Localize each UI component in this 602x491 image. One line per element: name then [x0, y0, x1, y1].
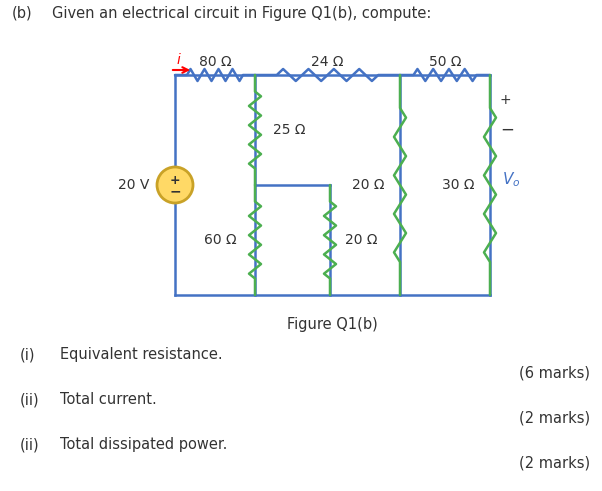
- Text: 20 V: 20 V: [117, 178, 149, 192]
- Text: (ii): (ii): [20, 392, 40, 408]
- Text: 30 Ω: 30 Ω: [442, 178, 475, 192]
- Text: 24 Ω: 24 Ω: [311, 55, 344, 69]
- Text: −: −: [169, 184, 181, 198]
- Text: Given an electrical circuit in Figure Q1(b), compute:: Given an electrical circuit in Figure Q1…: [52, 5, 432, 21]
- Text: (2 marks): (2 marks): [519, 456, 590, 470]
- Text: Figure Q1(b): Figure Q1(b): [287, 318, 378, 332]
- Text: −: −: [500, 121, 514, 139]
- Text: 80 Ω: 80 Ω: [199, 55, 231, 69]
- Text: Equivalent resistance.: Equivalent resistance.: [60, 348, 223, 362]
- Text: (i): (i): [20, 348, 36, 362]
- Circle shape: [157, 167, 193, 203]
- Text: i: i: [176, 53, 180, 67]
- Text: 60 Ω: 60 Ω: [204, 233, 237, 247]
- Text: (b): (b): [12, 5, 33, 21]
- Text: (6 marks): (6 marks): [519, 365, 590, 381]
- Text: Total dissipated power.: Total dissipated power.: [60, 437, 228, 453]
- Text: +: +: [170, 173, 181, 187]
- Text: (2 marks): (2 marks): [519, 410, 590, 426]
- Text: 25 Ω: 25 Ω: [273, 123, 305, 137]
- Text: Total current.: Total current.: [60, 392, 157, 408]
- Text: 50 Ω: 50 Ω: [429, 55, 461, 69]
- Text: (ii): (ii): [20, 437, 40, 453]
- Text: $V_o$: $V_o$: [502, 171, 521, 190]
- Text: 20 Ω: 20 Ω: [353, 178, 385, 192]
- Text: +: +: [500, 93, 512, 107]
- Text: 20 Ω: 20 Ω: [345, 233, 377, 247]
